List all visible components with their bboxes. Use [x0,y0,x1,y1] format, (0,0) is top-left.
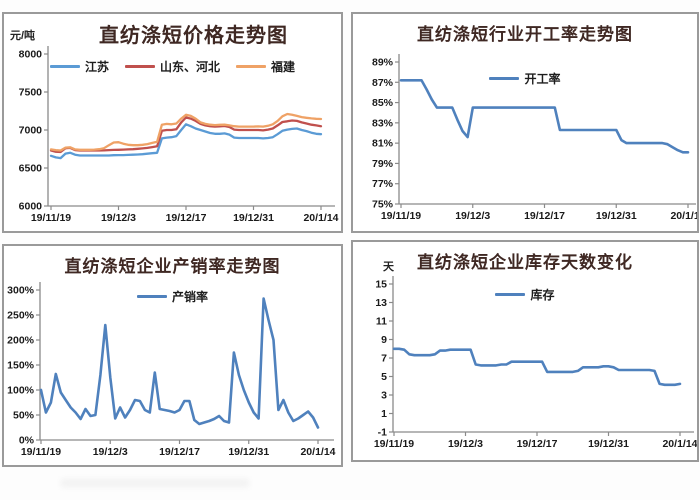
y-tick-label: 83% [372,117,394,129]
sales-ratio-chart-title: 直纺涤短企业产销率走势图 [64,257,281,276]
y-tick-label: 1 [381,408,387,420]
x-tick-label: 20/1/14 [300,446,335,458]
x-tick-label: 20/1/14 [670,210,697,222]
sales-ratio-chart-plot: 300% 250% 200% 150% 100% 50% 0%19/11/19 19/12/3… [7,282,336,458]
series-line-0 [39,297,320,429]
operating-rate-chart-title: 直纺涤短行业开工率走势图 [417,25,633,44]
legend-label: 山东、河北 [159,60,220,74]
y-tick-label: -1 [378,427,387,439]
inventory-days-chart-plot: 15 13 11 9 7 5 3 1 -119/11/19 19/12/3 19/12/17 19/1… [374,276,697,450]
sales-ratio-chart-legend: 产销率 [4,288,341,305]
y-tick-label: 5 [381,371,387,383]
legend-item-0: 江苏 [49,58,109,75]
y-tick-label: 0% [19,435,35,447]
series-line-1 [49,116,323,154]
series-line-0 [392,347,682,387]
x-tick-label: 20/1/14 [662,438,697,450]
series-line-0 [49,123,323,160]
x-tick-label: 19/12/17 [517,438,558,450]
x-tick-label: 19/12/31 [596,210,637,222]
x-tick-label: 19/12/31 [228,446,269,458]
y-tick-label: 7000 [19,125,43,137]
legend-label: 福建 [271,60,296,74]
inventory-days-chart-panel: 天 直纺涤短企业库存天数变化 库存 15 13 11 9 7 5 3 1 -1 19/11/19 1… [351,240,699,462]
x-tick-label: 19/12/31 [588,438,629,450]
legend-item-1: 山东、河北 [124,58,220,75]
legend-item-0: 库存 [495,286,555,303]
price-chart-panel: 元/吨 直纺涤短价格走势图 江苏 山东、河北 福建 8000 7500 7000 6500… [2,12,343,233]
legend-line-swatch [49,65,80,68]
legend-item-0: 产销率 [136,288,208,305]
x-tick-label: 19/11/19 [381,210,421,222]
y-tick-label: 300% [7,285,35,297]
x-tick-label: 19/11/19 [374,438,414,450]
x-tick-label: 19/12/3 [93,446,128,458]
operating-rate-chart-plot: 89%87%85%83%81%79%77%75%19/11/19 19/12/3 1… [372,54,697,222]
legend-line-swatch [124,65,155,68]
legend-item-2: 福建 [236,58,295,75]
y-axis-unit-label: 元/吨 [10,30,36,42]
y-tick-label: 13 [375,297,387,309]
legend-line-swatch [236,65,266,68]
y-tick-label: 200% [7,335,35,347]
y-tick-label: 50% [13,410,35,422]
x-tick-label: 19/11/19 [21,446,61,458]
legend-label: 江苏 [84,60,109,74]
y-tick-label: 6500 [19,163,43,175]
y-tick-label: 81% [372,138,394,150]
inventory-days-chart-title: 直纺涤短企业库存天数变化 [417,253,633,272]
series-line-0 [399,79,690,154]
y-tick-label: 89% [372,57,394,69]
legend-label: 开工率 [524,72,561,86]
y-tick-label: 150% [7,360,35,372]
y-tick-label: 77% [372,178,394,190]
operating-rate-chart-panel: 直纺涤短行业开工率走势图 开工率 89% 87% 85% 83% 81% 79% 77% 75… [351,12,699,233]
y-axis-unit-label: 天 [383,261,394,273]
y-tick-label: 9 [381,334,387,346]
legend-line-swatch [489,77,520,80]
x-tick-label: 19/12/31 [233,212,274,224]
x-tick-label: 19/12/3 [101,212,136,224]
y-tick-label: 7 [381,353,387,365]
y-tick-label: 15 [375,279,387,291]
y-tick-label: 8000 [19,49,43,61]
y-tick-label: 250% [7,310,35,322]
faded-watermark-smudge [60,478,250,488]
y-tick-label: 11 [376,316,387,328]
x-tick-label: 20/1/14 [303,212,338,224]
inventory-days-chart-legend: 库存 [353,286,697,303]
x-tick-label: 19/12/17 [159,446,200,458]
legend-item-0: 开工率 [489,70,561,87]
y-tick-label: 75% [372,199,394,211]
y-tick-label: 85% [372,97,394,109]
x-tick-label: 19/12/17 [524,210,565,222]
series-line-2 [49,112,323,152]
x-tick-label: 19/12/3 [455,210,490,222]
legend-label: 库存 [530,288,555,302]
y-tick-label: 6000 [19,201,43,213]
legend-line-swatch [136,295,167,298]
price-chart-title: 直纺涤短价格走势图 [99,25,288,47]
price-chart-legend: 江苏 山东、河北 福建 [4,58,341,75]
x-tick-label: 19/12/17 [166,212,207,224]
x-tick-label: 19/11/19 [31,212,71,224]
y-tick-label: 79% [372,158,394,170]
y-tick-label: 100% [7,385,35,397]
y-tick-label: 87% [372,77,394,89]
legend-line-swatch [495,293,526,296]
y-tick-label: 3 [381,390,387,402]
operating-rate-chart-legend: 开工率 [353,70,697,87]
x-tick-label: 19/12/3 [448,438,483,450]
y-tick-label: 7500 [19,87,43,99]
sales-ratio-chart-panel: 直纺涤短企业产销率走势图 产销率 300% 250% 200% 150% 100% 50%… [2,244,343,467]
legend-label: 产销率 [171,290,208,304]
